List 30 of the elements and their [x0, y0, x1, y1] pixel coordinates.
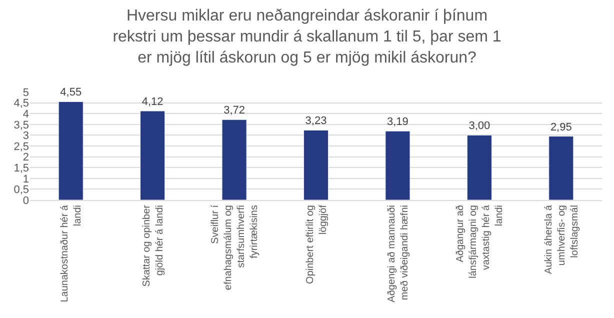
bar: [222, 119, 247, 200]
x-tick-label: Launakostnaður hér á landi: [60, 204, 84, 302]
y-tick-label: 2,5: [14, 140, 29, 153]
bar: [140, 110, 166, 200]
y-tick-label: 4: [22, 108, 29, 120]
bar: [303, 130, 329, 200]
bar: [385, 130, 410, 200]
data-label: 3,19: [387, 116, 408, 128]
bar: [548, 136, 574, 200]
y-tick-label: 1: [22, 173, 29, 186]
x-tick-label: Sveiflur í efnahagsmálum og starfsumhverfi fyrirtækisins: [210, 204, 260, 290]
data-label: 3,23: [305, 115, 327, 128]
y-tick-label: 3,5: [14, 119, 29, 132]
data-label: 3,72: [224, 104, 245, 117]
x-tick-label: Opinbert eftirlit og löggjöf: [304, 204, 329, 284]
y-tick-label: 4,5: [14, 98, 29, 110]
y-tick-label: 2: [22, 152, 29, 164]
bar: [58, 101, 84, 200]
bar: [466, 134, 492, 200]
y-tick-label: 5: [22, 86, 29, 99]
data-label: 2,95: [550, 121, 572, 134]
data-label: 4,12: [142, 96, 164, 108]
chart-title: Hversu miklar eru neðangreindar áskoranir í þínum rekstri um þessar mundir á skallanum 1 til 5, þar sem 1 er mjög lítil áskorun og 5 er mjög mikil áskorun?: [112, 8, 502, 66]
y-tick-label: 1,5: [14, 162, 29, 174]
y-tick-label: 0: [22, 194, 29, 207]
x-tick-label: Aðgangur að lánsfjármagni og vaxtastig hér á landi: [455, 204, 506, 278]
data-label: 3,00: [468, 120, 490, 132]
y-tick-label: 3: [22, 130, 29, 142]
y-tick-label: 0,5: [14, 184, 29, 196]
data-label: 4,55: [60, 86, 82, 99]
